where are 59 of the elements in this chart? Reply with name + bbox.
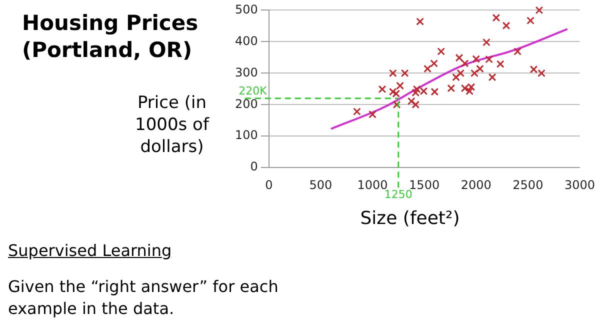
y-tick-label: 0 — [250, 160, 258, 174]
text: Supervised Learning — [8, 240, 173, 262]
point — [400, 69, 409, 78]
point — [526, 16, 534, 25]
point — [460, 84, 469, 92]
point — [437, 48, 446, 56]
point — [455, 54, 464, 62]
point — [420, 87, 428, 96]
point — [412, 85, 421, 94]
point — [430, 88, 439, 96]
point — [388, 88, 397, 96]
y-tick-label: 100 — [235, 128, 258, 142]
point — [466, 87, 474, 96]
point — [472, 55, 480, 63]
point — [368, 110, 376, 118]
point — [396, 82, 404, 90]
point — [514, 48, 522, 56]
point — [485, 55, 494, 64]
text: Given the “right answer” for each example in the data. — [8, 276, 280, 320]
x-tick-label: 500 — [309, 178, 332, 192]
y-tick-label: 500 — [235, 2, 258, 16]
y-tick-label: 400 — [235, 34, 258, 48]
point — [407, 97, 416, 106]
point — [456, 69, 465, 78]
point — [378, 85, 386, 94]
point — [460, 59, 469, 68]
x-tick-label: 0 — [265, 178, 273, 192]
point — [482, 38, 490, 46]
point — [502, 22, 510, 30]
point — [430, 59, 438, 68]
point — [530, 65, 538, 74]
point — [538, 69, 546, 78]
point — [476, 64, 484, 73]
point — [412, 100, 420, 109]
point — [392, 90, 400, 98]
text: Housing Prices (Portland, OR) — [22, 10, 200, 64]
y-axis-title: Price (in 1000s of dollars) — [134, 92, 210, 158]
x-axis-title: Size (feet²) — [359, 208, 461, 229]
point — [535, 6, 544, 14]
point — [452, 73, 460, 82]
ref-line-label: 1250 — [384, 188, 412, 201]
point — [388, 69, 397, 78]
x-tick-label: 3000 — [564, 178, 596, 192]
x-tick-label: 2000 — [460, 178, 492, 192]
point — [392, 100, 401, 109]
point — [424, 64, 432, 73]
y-tick-label: 200 — [235, 96, 258, 111]
point — [447, 84, 456, 92]
point — [353, 108, 361, 116]
line-series — [330, 28, 568, 130]
point — [470, 69, 478, 78]
point — [496, 60, 504, 68]
point — [492, 14, 500, 22]
point — [416, 18, 424, 26]
point — [488, 73, 496, 82]
y-tick-label: 300 — [235, 65, 258, 80]
point — [412, 88, 420, 97]
ref-line-label: 220K — [238, 84, 268, 98]
x-tick-label: 2500 — [512, 178, 544, 192]
